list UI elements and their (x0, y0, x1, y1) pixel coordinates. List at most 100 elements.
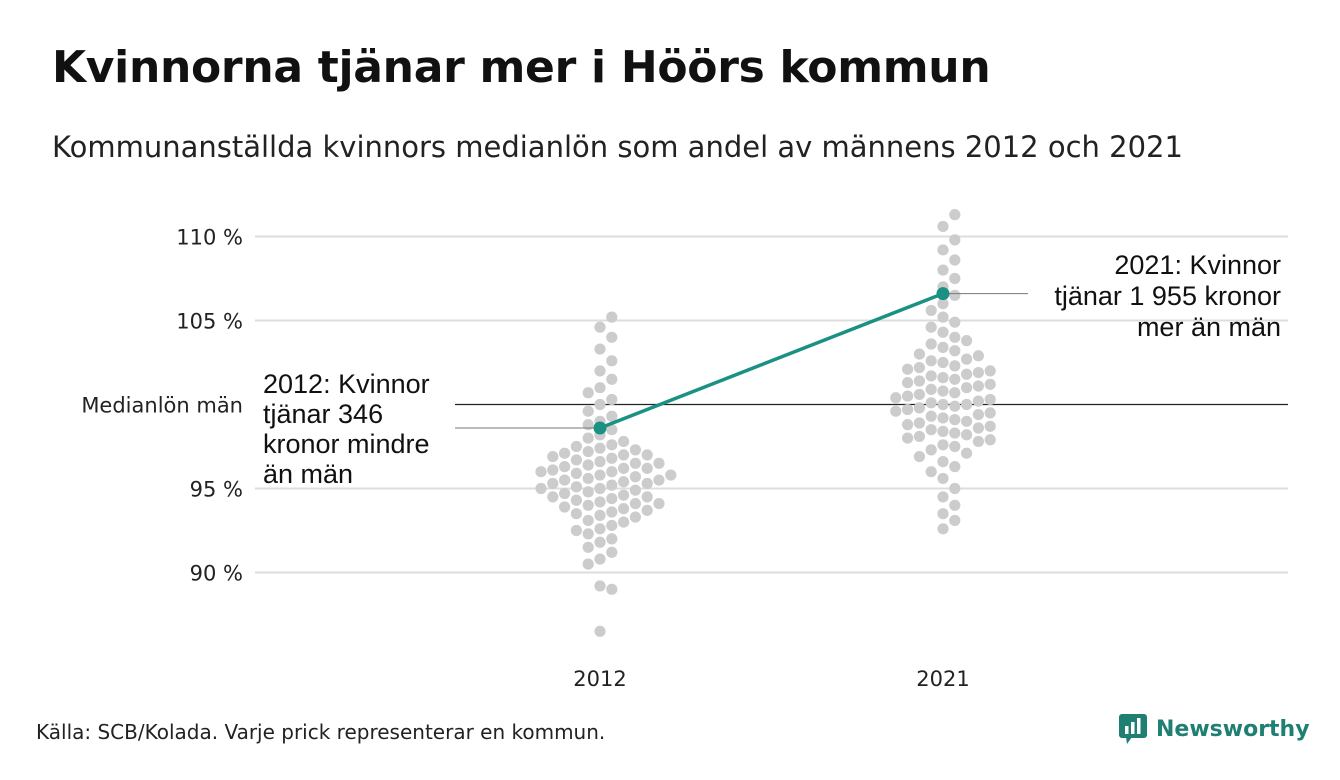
data-point (606, 519, 618, 532)
data-point (582, 486, 594, 498)
data-point (594, 580, 606, 592)
data-point (925, 397, 937, 409)
y-tick-label: 105 % (176, 310, 243, 334)
data-point (937, 439, 949, 451)
data-point (913, 402, 926, 414)
data-point (925, 383, 937, 395)
data-point (949, 331, 961, 343)
data-point (570, 524, 583, 537)
data-point (972, 408, 985, 421)
data-point (594, 482, 606, 495)
data-point (949, 289, 961, 301)
data-point (937, 311, 949, 323)
highlight-point-2021 (936, 287, 950, 301)
data-point (949, 234, 961, 246)
data-point (925, 410, 937, 422)
data-point (618, 435, 630, 448)
data-point (937, 456, 949, 468)
data-point (949, 387, 961, 399)
data-point (606, 546, 618, 558)
data-point (594, 496, 606, 508)
page-title: Kvinnorna tjänar mer i Höörs kommun (52, 42, 991, 93)
data-point (559, 487, 571, 500)
data-point (606, 479, 618, 491)
reference-line-label: Medianlön män (81, 394, 243, 418)
data-point (984, 434, 996, 446)
data-point (937, 298, 949, 310)
data-point (606, 439, 618, 451)
data-point (937, 220, 949, 233)
data-point (629, 511, 642, 523)
data-point (606, 492, 618, 505)
data-point (961, 382, 973, 394)
data-point (618, 516, 630, 528)
data-point (961, 447, 973, 459)
data-point (594, 553, 606, 565)
data-point (937, 356, 949, 369)
data-point (913, 375, 926, 387)
data-point (653, 498, 665, 510)
data-point (937, 412, 949, 424)
data-point (937, 341, 949, 353)
data-point (606, 452, 618, 464)
data-point (961, 368, 973, 380)
data-point (984, 378, 996, 390)
data-point (949, 482, 961, 495)
data-point (902, 432, 914, 444)
data-point (606, 410, 618, 422)
data-point (606, 533, 618, 545)
data-point (570, 440, 583, 453)
data-point (606, 373, 618, 385)
data-point (937, 264, 949, 276)
data-point (594, 456, 606, 468)
data-point (618, 449, 630, 461)
brand-logo[interactable]: Newsworthy (1118, 712, 1310, 746)
y-tick-label: 95 % (190, 478, 243, 502)
data-point (890, 392, 902, 404)
data-point (913, 417, 926, 429)
annotation-2012-line: kronor mindre (263, 429, 430, 459)
data-point (570, 508, 583, 520)
data-point (961, 415, 973, 427)
data-point (949, 373, 961, 385)
data-point (913, 348, 926, 360)
data-point (570, 467, 583, 479)
data-point (925, 466, 937, 478)
data-point (606, 424, 618, 436)
data-point (890, 405, 902, 417)
data-point (618, 503, 630, 515)
data-point (949, 514, 961, 527)
data-point (949, 345, 961, 357)
data-point (582, 514, 594, 527)
data-point (594, 343, 606, 355)
data-point (547, 450, 559, 463)
data-point (594, 625, 606, 637)
data-point (949, 272, 961, 285)
data-point (535, 482, 547, 495)
data-point (594, 509, 606, 521)
data-point (594, 398, 606, 411)
data-point (570, 454, 583, 466)
data-point (594, 442, 606, 454)
data-point (925, 370, 937, 382)
data-point (902, 363, 914, 375)
data-point (949, 209, 961, 221)
data-point (606, 355, 618, 367)
data-point (559, 474, 571, 486)
data-point (594, 469, 606, 481)
data-point (937, 372, 949, 384)
data-point (582, 405, 594, 417)
y-tick-label: 110 % (176, 226, 243, 250)
annotation-2012-line: än män (263, 459, 353, 489)
data-point (937, 326, 949, 338)
data-point (949, 440, 961, 453)
data-point (606, 311, 618, 323)
data-point (984, 365, 996, 377)
data-point (972, 422, 985, 434)
data-point (913, 430, 926, 443)
data-point (961, 353, 973, 365)
data-point (559, 501, 571, 513)
data-point (582, 419, 594, 431)
annotation-2021-line: tjänar 1 955 kronor (1054, 281, 1281, 311)
data-point (594, 365, 606, 377)
